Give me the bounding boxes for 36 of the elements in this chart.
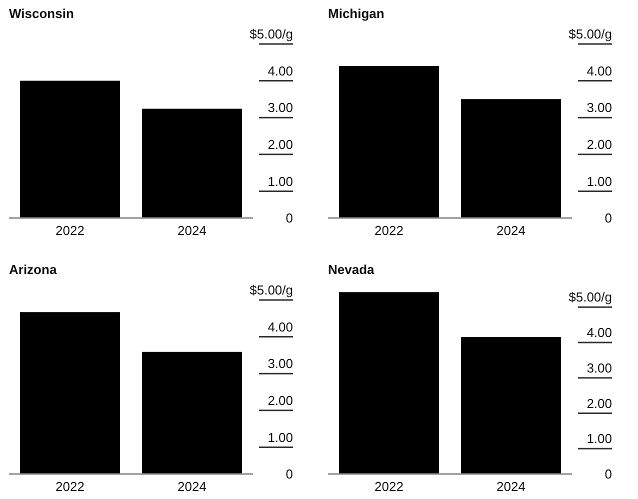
y-tick-label: $5.00/g <box>568 289 612 304</box>
chart-title: Michigan <box>328 6 384 21</box>
y-tick-label: 0 <box>286 466 293 482</box>
y-tick-label: 3.00 <box>268 100 293 116</box>
y-tick-label: 3.00 <box>268 356 293 371</box>
x-tick-label: 2024 <box>496 223 526 238</box>
y-tick-label: 0 <box>286 210 293 226</box>
x-tick-label: 2022 <box>56 478 84 494</box>
x-tick-label: 2022 <box>374 223 404 238</box>
chart-title: Arizona <box>9 262 57 276</box>
y-tick-label: $5.00/g <box>250 282 293 298</box>
y-tick-label: 3.00 <box>586 360 612 375</box>
x-tick-label: 2024 <box>178 223 206 238</box>
y-tick-label: 2.00 <box>586 136 612 152</box>
y-tick-label: 2.00 <box>268 392 293 408</box>
y-tick-label: 0 <box>604 466 612 482</box>
y-tick-label: 4.00 <box>268 63 293 78</box>
y-tick-label: 1.00 <box>268 429 293 444</box>
y-tick-label: 2.00 <box>586 395 612 410</box>
y-tick-label: 3.00 <box>586 100 612 116</box>
y-tick-label: 1.00 <box>586 174 612 189</box>
y-tick-label: 1.00 <box>268 174 293 189</box>
y-tick-label: 2.00 <box>268 136 293 152</box>
y-tick-label: 4.00 <box>586 63 612 78</box>
x-tick-label: 2022 <box>56 223 84 238</box>
y-tick-label: 4.00 <box>268 318 293 334</box>
chart-title: Nevada <box>328 262 374 276</box>
y-tick-label: 0 <box>604 210 612 226</box>
x-tick-label: 2022 <box>374 478 404 494</box>
y-tick-label: 1.00 <box>586 430 612 446</box>
y-tick-label: $5.00/g <box>568 26 612 42</box>
x-tick-label: 2024 <box>496 478 526 494</box>
x-tick-label: 2024 <box>178 478 206 494</box>
y-tick-label: $5.00/g <box>250 26 293 42</box>
y-tick-label: 4.00 <box>586 324 612 340</box>
chart-title: Wisconsin <box>9 6 74 21</box>
